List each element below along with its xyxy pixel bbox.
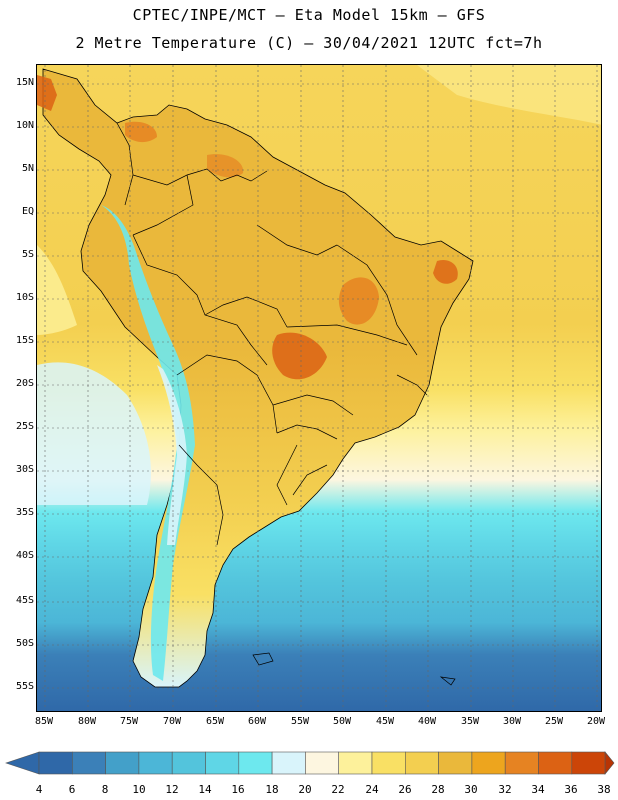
lat-label: 45S	[15, 595, 34, 606]
colorbar-swatch	[504, 751, 539, 775]
colorbar-label: 14	[198, 783, 212, 796]
lat-label: 40S	[15, 550, 34, 561]
andes-cold-band	[101, 205, 195, 681]
colorbar-label: 20	[298, 783, 312, 796]
colorbar-arrow-low	[5, 751, 40, 775]
south-georgia	[439, 676, 456, 686]
colorbar-label: 32	[498, 783, 512, 796]
lat-label: 20S	[15, 378, 34, 389]
lon-label: 50W	[332, 716, 352, 727]
lon-label: 85W	[34, 716, 54, 727]
pacific-cool-area	[37, 362, 151, 505]
colorbar-swatch	[105, 751, 140, 775]
colorbar-swatch	[438, 751, 473, 775]
atlantic-mild-area	[417, 65, 601, 125]
colorbar-swatch	[72, 751, 106, 775]
colorbar-swatch	[538, 751, 573, 775]
colorbar-arrow-high	[604, 751, 615, 775]
hot-zone-tocantins	[338, 277, 379, 325]
colorbar	[5, 751, 615, 775]
colorbar-swatch	[171, 751, 206, 775]
lon-label: 75W	[119, 716, 139, 727]
colorbar-swatch	[371, 751, 406, 775]
colorbar-label: 12	[165, 783, 179, 796]
colorbar-label: 38	[597, 783, 611, 796]
colorbar-swatch	[205, 751, 240, 775]
lon-label: 70W	[162, 716, 182, 727]
pacific-mild-area	[37, 245, 77, 335]
colorbar-label: 36	[564, 783, 578, 796]
lat-label: 15S	[15, 335, 34, 346]
lon-label: 20W	[586, 716, 606, 727]
colorbar-swatch	[305, 751, 339, 775]
lat-label: 25S	[15, 421, 34, 432]
colorbar-swatch	[471, 751, 506, 775]
lon-label: 35W	[460, 716, 480, 727]
colorbar-label: 18	[265, 783, 279, 796]
colorbar-swatch	[238, 751, 273, 775]
lon-label: 60W	[247, 716, 267, 727]
colorbar-label: 8	[101, 783, 109, 796]
colorbar-label: 22	[331, 783, 345, 796]
colorbar-swatch	[271, 751, 306, 775]
lon-label: 25W	[544, 716, 564, 727]
south-america-landmass	[42, 68, 474, 688]
lat-label: 15N	[15, 77, 34, 88]
colorbar-label: 30	[464, 783, 478, 796]
colorbar-label: 4	[35, 783, 43, 796]
colorbar-swatch	[571, 751, 606, 775]
colorbar-label: 6	[68, 783, 76, 796]
lat-label: 55S	[15, 681, 34, 692]
lat-label: 35S	[15, 507, 34, 518]
lon-label: 55W	[290, 716, 310, 727]
colorbar-label: 24	[365, 783, 379, 796]
lat-label: 5N	[21, 163, 34, 174]
country-borders	[116, 122, 428, 546]
lon-label: 65W	[205, 716, 225, 727]
lat-label: 30S	[15, 464, 34, 475]
hot-zone-northeast	[433, 259, 458, 284]
lat-label: 5S	[21, 249, 34, 260]
map-title-line1: CPTEC/INPE/MCT – Eta Model 15km – GFS	[132, 6, 486, 24]
colorbar-swatch	[404, 751, 439, 775]
colorbar-label: 26	[398, 783, 412, 796]
map-canvas	[37, 65, 601, 711]
lat-label: 10N	[15, 120, 34, 131]
lon-label: 40W	[417, 716, 437, 727]
lon-label: 30W	[502, 716, 522, 727]
colorbar-swatch	[338, 751, 373, 775]
andes-coldest-peaks	[157, 365, 187, 545]
colorbar-label: 28	[431, 783, 445, 796]
map-title-line2: 2 Metre Temperature (C) – 30/04/2021 12U…	[75, 34, 543, 52]
lon-label: 45W	[375, 716, 395, 727]
temperature-map[interactable]	[36, 64, 602, 712]
hot-zone-pantanal	[272, 332, 327, 380]
lat-label: 50S	[15, 638, 34, 649]
lon-label: 80W	[77, 716, 97, 727]
colorbar-swatch	[138, 751, 173, 775]
lat-label: EQ	[21, 206, 34, 217]
colorbar-label: 10	[132, 783, 146, 796]
lat-label: 10S	[15, 292, 34, 303]
lat-lon-grid	[37, 65, 601, 711]
colorbar-label: 16	[231, 783, 245, 796]
colorbar-label: 34	[531, 783, 545, 796]
colorbar-swatch	[38, 751, 73, 775]
